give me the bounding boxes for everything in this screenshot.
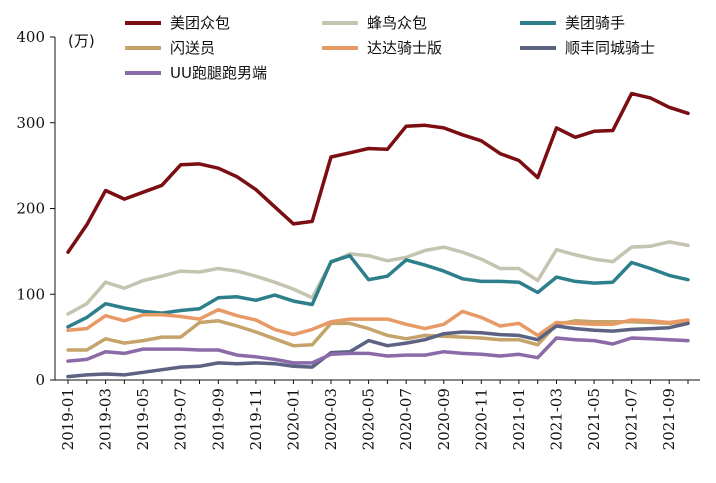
series-line [66, 321, 690, 379]
x-tick-label: 2020-03 [322, 388, 340, 450]
legend-label: 蜂鸟众包 [367, 14, 427, 32]
y-tick-label: 400 [16, 28, 45, 46]
x-tick-label: 2021-01 [510, 388, 528, 450]
series-line [66, 253, 690, 329]
legend-label: 闪送员 [170, 39, 215, 57]
x-tick-label: 2019-07 [172, 388, 190, 450]
y-tick-label: 0 [35, 371, 45, 389]
x-tick-label: 2019-11 [247, 388, 265, 450]
y-tick-label: 200 [16, 200, 45, 218]
y-tick-label: 100 [16, 285, 45, 303]
legend-label: 美团众包 [170, 14, 230, 32]
tick-layer: 0 100 200 300 400 2019-01 2019-03 2019-05 2019-0… [16, 28, 689, 450]
series-line [66, 336, 690, 365]
x-tick-label: 2020-05 [360, 388, 378, 450]
x-tick-label: 2021-09 [660, 388, 678, 450]
unit-label: (万) [68, 32, 95, 50]
x-tick-label: 2019-05 [134, 388, 152, 450]
series-layer [66, 91, 690, 379]
x-tick-label: 2021-07 [623, 388, 641, 450]
x-tick-label: 2020-11 [472, 388, 490, 450]
x-tick-label: 2019-01 [59, 388, 77, 450]
x-tick-label: 2020-01 [284, 388, 302, 450]
x-tick-label: 2019-09 [209, 388, 227, 450]
x-tick-label: 2021-03 [547, 388, 565, 450]
legend-label: 达达骑士版 [367, 39, 442, 57]
x-tick-label: 2020-07 [397, 388, 415, 450]
legend-label: 顺丰同城骑士 [565, 39, 655, 57]
series-line [66, 240, 690, 316]
legend-label: UU跑腿跑男端 [170, 64, 267, 82]
series-line [66, 319, 690, 352]
y-tick-label: 300 [16, 114, 45, 132]
x-tick-label: 2019-03 [97, 388, 115, 450]
x-tick-label: 2020-09 [435, 388, 453, 450]
legend-label: 美团骑手 [565, 14, 625, 32]
x-tick-label: 2021-05 [585, 388, 603, 450]
series-line [66, 91, 690, 254]
series-line [66, 307, 690, 338]
